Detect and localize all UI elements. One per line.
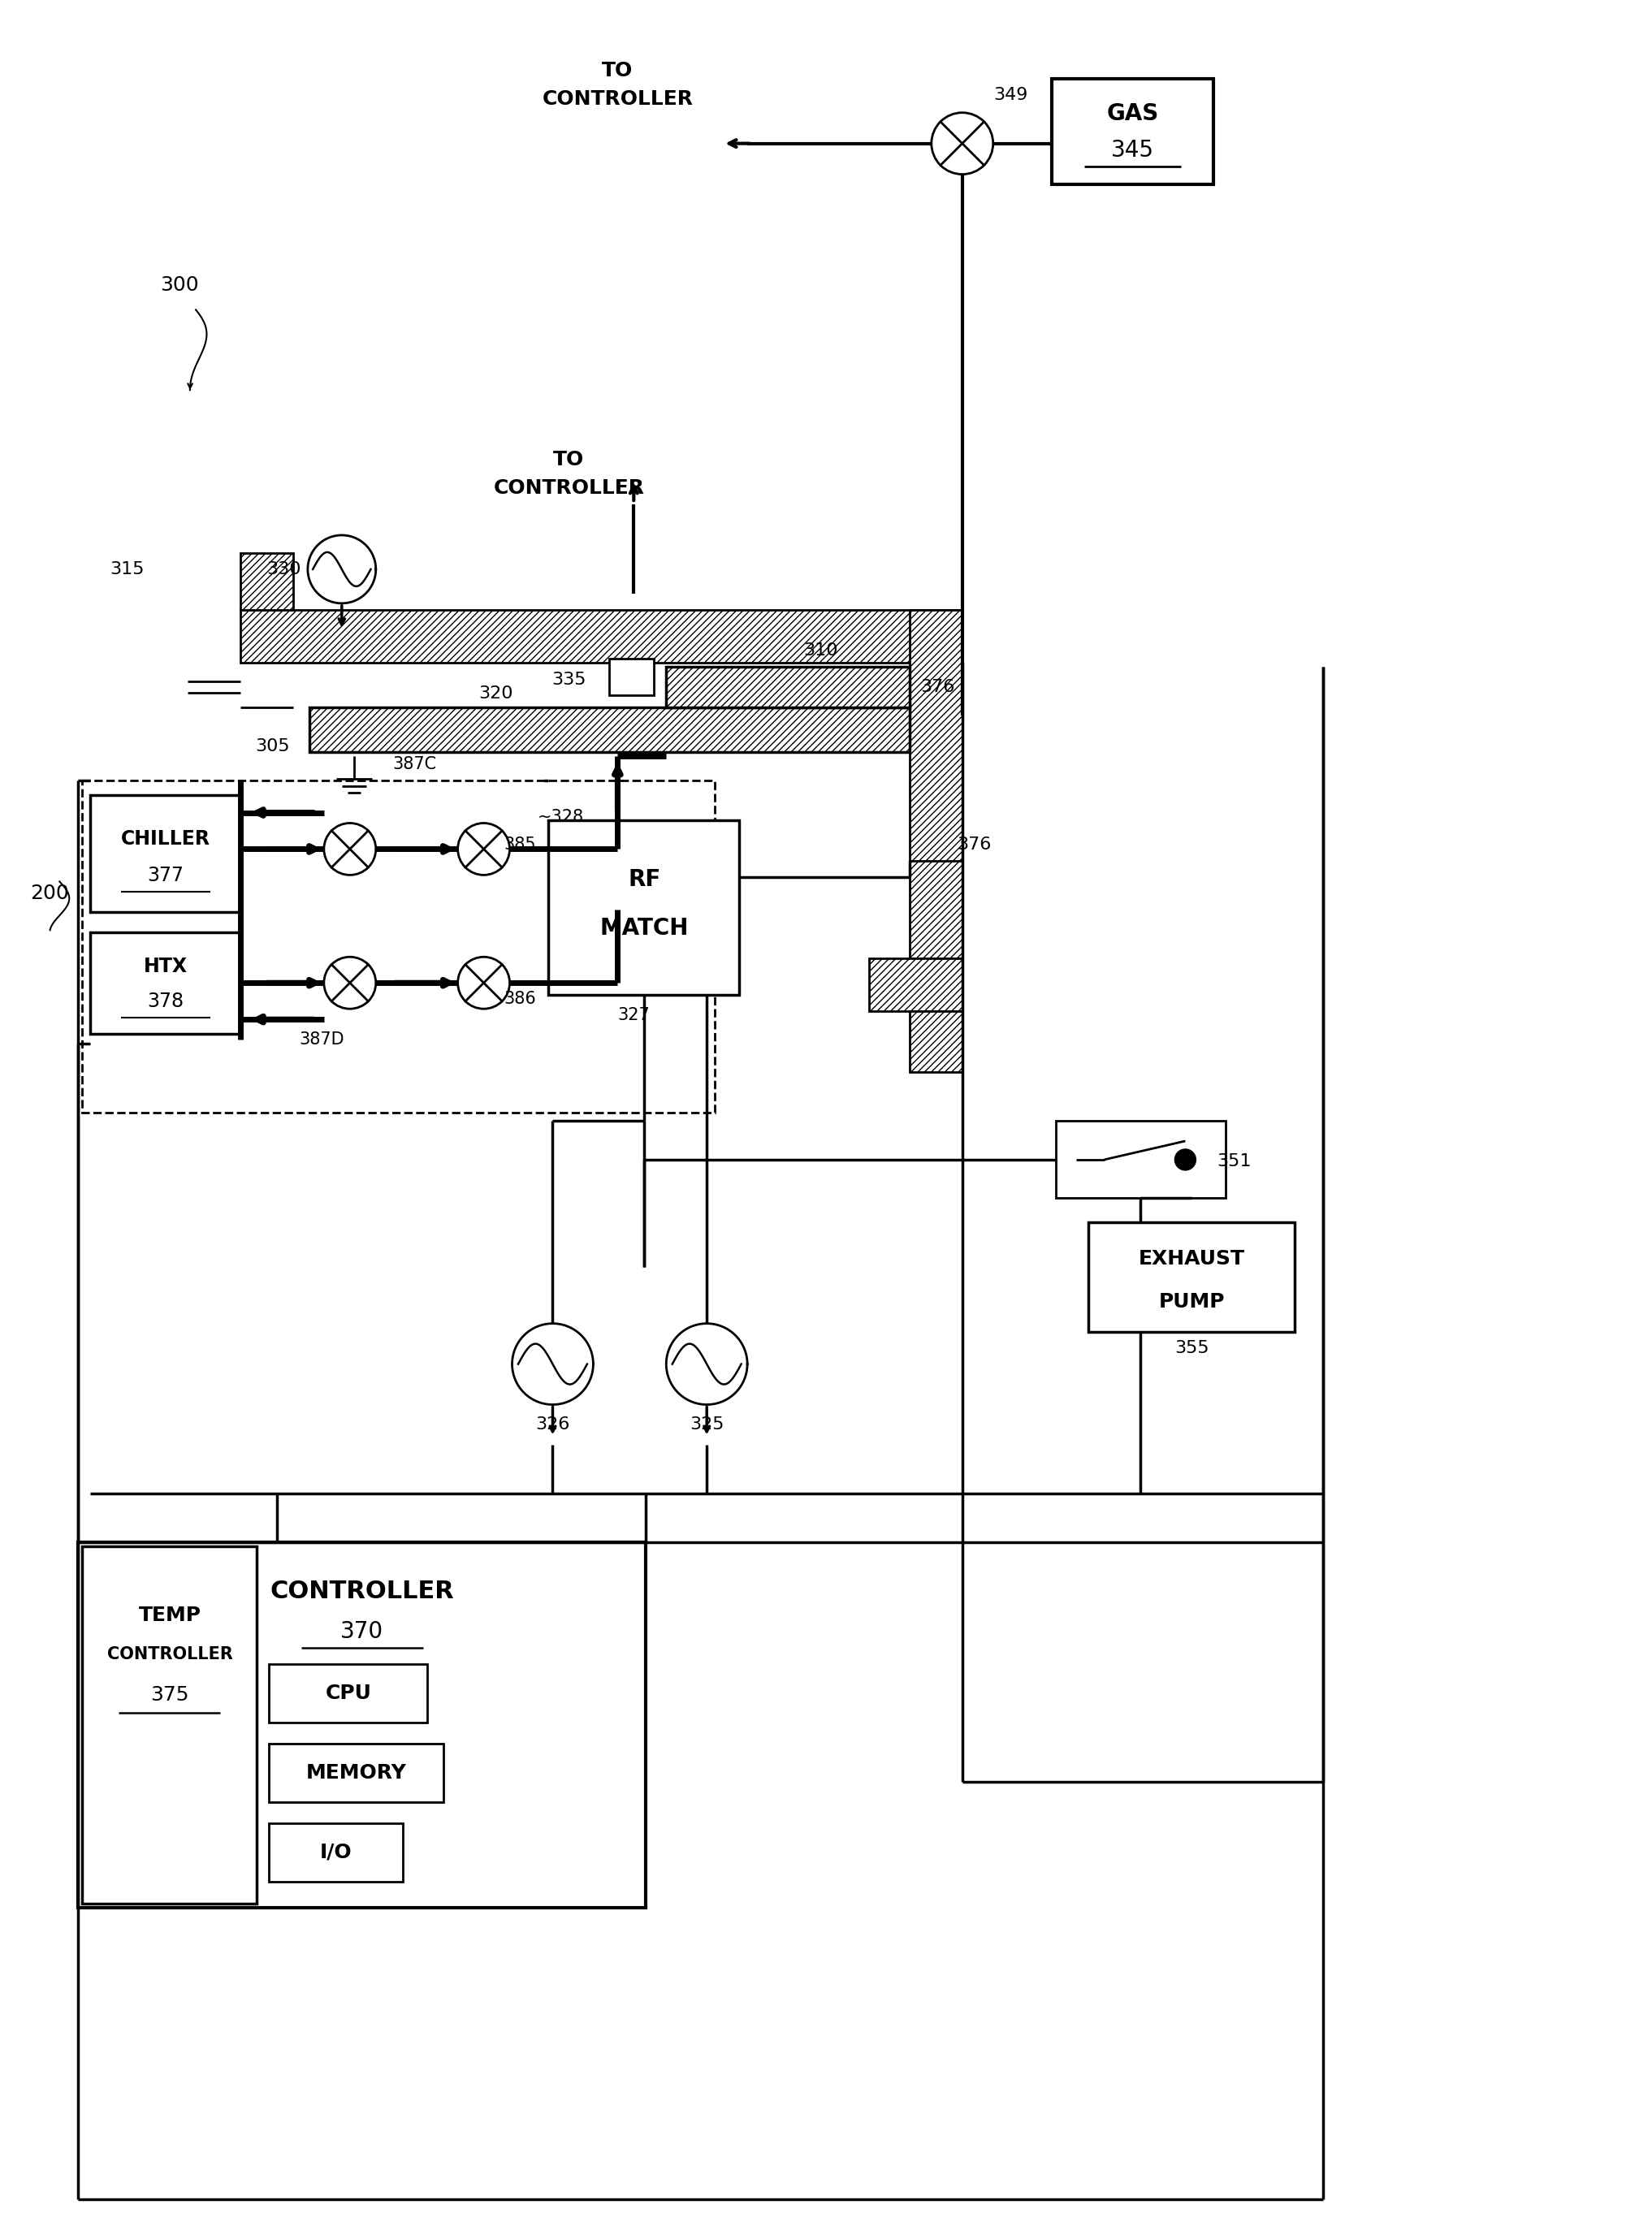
Bar	[83, 1547, 256, 1904]
Text: CONTROLLER: CONTROLLER	[269, 1580, 454, 1602]
Text: MATCH: MATCH	[600, 916, 689, 941]
Text: TO: TO	[553, 449, 585, 469]
Text: 345: 345	[1112, 139, 1155, 161]
Circle shape	[1175, 1149, 1196, 1171]
Bar	[910, 1010, 961, 1073]
Text: 376: 376	[920, 679, 955, 695]
Bar	[309, 706, 910, 751]
Bar	[269, 1824, 403, 1882]
Text: 387D: 387D	[299, 1033, 344, 1048]
Bar	[241, 552, 292, 610]
Text: 325: 325	[689, 1417, 724, 1433]
Text: I/O: I/O	[320, 1842, 352, 1862]
Bar	[83, 780, 715, 1113]
Text: TO: TO	[601, 60, 633, 80]
Text: PUMP: PUMP	[1158, 1292, 1224, 1312]
Bar	[91, 796, 241, 912]
Text: CONTROLLER: CONTROLLER	[542, 89, 694, 110]
Text: 300: 300	[160, 275, 198, 295]
Text: 370: 370	[340, 1620, 383, 1643]
Bar	[869, 959, 961, 1010]
Text: 355: 355	[1175, 1339, 1209, 1357]
Text: 327: 327	[618, 1008, 649, 1024]
Text: 310: 310	[803, 641, 838, 659]
Bar	[1051, 78, 1214, 183]
Text: 387C: 387C	[393, 755, 436, 771]
Bar	[910, 610, 961, 865]
Bar	[241, 610, 961, 662]
Text: 326: 326	[535, 1417, 570, 1433]
Text: 349: 349	[995, 87, 1028, 103]
Text: 385: 385	[504, 836, 537, 854]
Text: CONTROLLER: CONTROLLER	[107, 1647, 233, 1663]
Text: MEMORY: MEMORY	[306, 1763, 406, 1784]
Text: EXHAUST: EXHAUST	[1138, 1249, 1246, 1269]
Text: 386: 386	[504, 990, 537, 1008]
Bar	[610, 659, 654, 695]
Text: GAS: GAS	[1107, 103, 1158, 125]
Bar	[1089, 1223, 1295, 1332]
Text: 376: 376	[957, 836, 991, 854]
Text: 375: 375	[150, 1685, 188, 1705]
Text: 377: 377	[147, 867, 183, 885]
Text: 315: 315	[109, 561, 144, 577]
Bar	[269, 1665, 426, 1723]
Text: 351: 351	[1218, 1153, 1251, 1169]
Text: 335: 335	[552, 670, 586, 688]
Text: 305: 305	[256, 738, 291, 753]
Bar	[269, 1743, 443, 1801]
Bar	[91, 932, 241, 1035]
Text: 330: 330	[266, 561, 301, 577]
Text: ~328: ~328	[537, 809, 583, 825]
Text: TEMP: TEMP	[139, 1605, 202, 1625]
Bar	[910, 860, 961, 959]
Bar	[548, 820, 738, 995]
Bar	[78, 1542, 646, 1906]
Text: CPU: CPU	[325, 1683, 372, 1703]
Bar	[1056, 1120, 1226, 1198]
Text: CHILLER: CHILLER	[121, 829, 210, 849]
Text: 320: 320	[479, 686, 514, 702]
Text: RF: RF	[628, 869, 661, 892]
Bar	[666, 666, 910, 706]
Text: CONTROLLER: CONTROLLER	[494, 478, 644, 498]
Text: 200: 200	[30, 883, 69, 903]
Text: HTX: HTX	[144, 957, 188, 977]
Text: 378: 378	[147, 992, 183, 1010]
